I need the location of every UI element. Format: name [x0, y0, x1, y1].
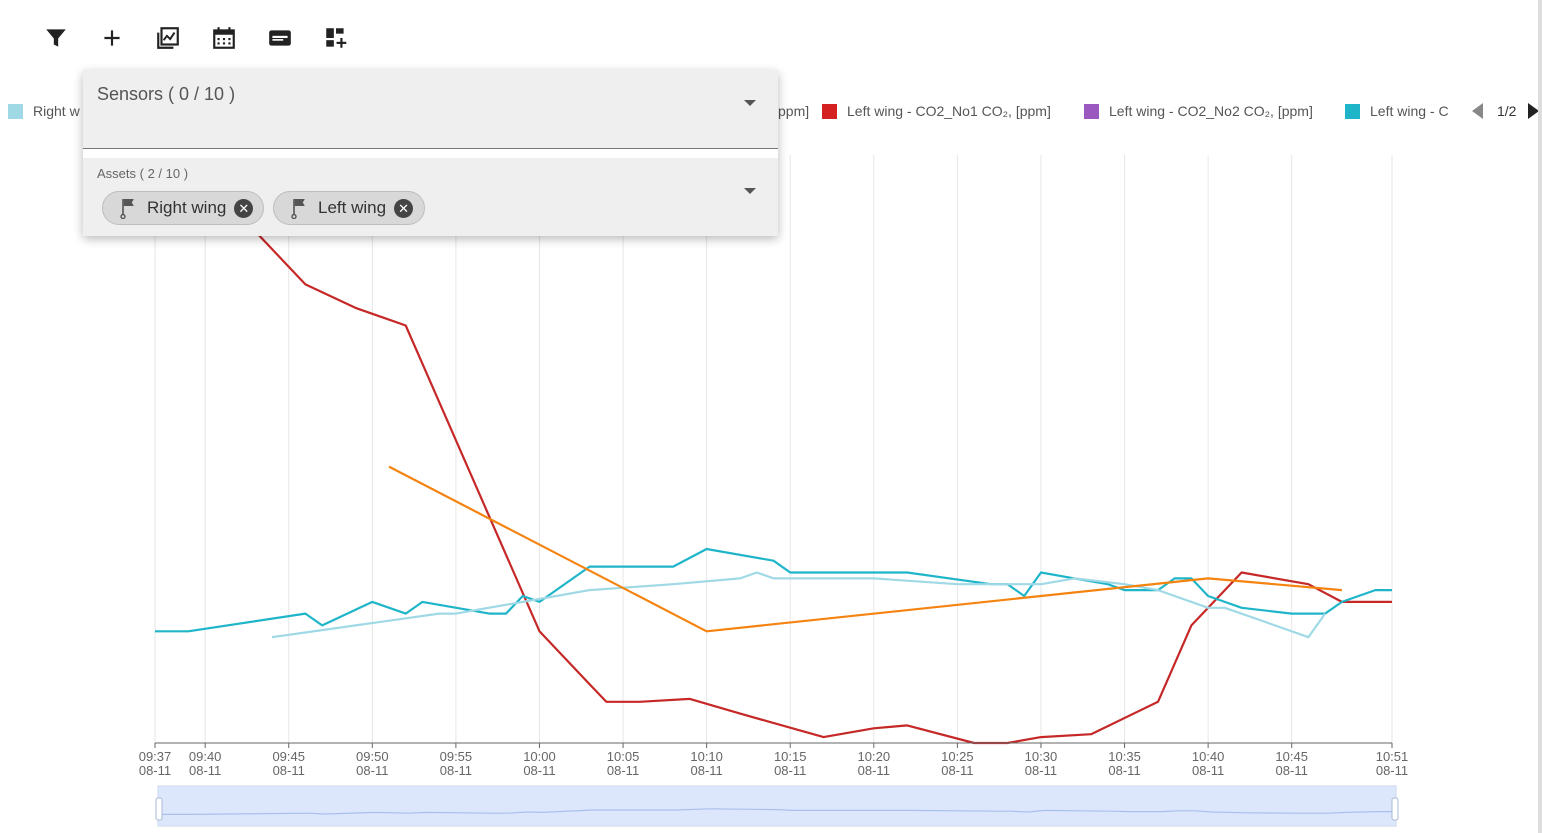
flag-icon — [120, 199, 134, 219]
x-tick-date: 08-11 — [189, 763, 221, 778]
x-tick-label: 10:05 — [607, 749, 640, 764]
assets-label: Assets ( 2 / 10 ) — [97, 166, 189, 181]
sensors-label: Sensors ( 0 / 10 ) — [97, 84, 236, 104]
x-tick-date: 08-11 — [858, 763, 890, 778]
x-tick-label: 10:40 — [1192, 749, 1225, 764]
legend-pager: 1/2 — [1472, 100, 1540, 122]
legend-item[interactable]: Left wing - C — [1345, 100, 1449, 122]
x-tick-date: 08-11 — [941, 763, 973, 778]
legend-swatch — [1084, 103, 1099, 119]
legend-label: Left wing - C — [1370, 103, 1449, 119]
x-tick-label: 10:35 — [1108, 749, 1141, 764]
legend-prev-icon[interactable] — [1472, 103, 1483, 119]
x-tick-label: 10:51 — [1376, 749, 1409, 764]
x-tick-date: 08-11 — [1025, 763, 1057, 778]
series-line — [254, 230, 1392, 745]
chart-grid — [154, 155, 1393, 743]
scrollbar-edge — [1538, 0, 1542, 833]
add-button[interactable] — [84, 18, 140, 58]
x-tick-label: 09:37 — [139, 749, 172, 764]
x-tick-label: 09:40 — [189, 749, 222, 764]
toolbar — [28, 18, 364, 58]
close-icon[interactable]: ✕ — [234, 198, 254, 218]
add-icon — [104, 30, 120, 46]
slider-handle-left — [155, 797, 163, 821]
legend-label: Right w — [33, 103, 80, 119]
x-tick-date: 08-11 — [356, 763, 388, 778]
filter-icon — [46, 29, 66, 47]
x-tick-label: 10:45 — [1275, 749, 1308, 764]
legend-item[interactable]: Right w — [8, 100, 80, 122]
filter-panel: Sensors ( 0 / 10 ) Assets ( 2 / 10 ) Rig… — [83, 70, 778, 236]
slider-handle-right — [1391, 797, 1399, 821]
x-tick-label: 10:20 — [858, 749, 891, 764]
legend-label: ppm] — [778, 103, 810, 119]
series-line — [271, 571, 1326, 639]
series-line — [388, 465, 1342, 633]
add-widget-button[interactable] — [308, 18, 364, 58]
x-tick-label: 09:45 — [272, 749, 305, 764]
chevron-down-icon[interactable] — [744, 100, 756, 106]
legend-page-indicator: 1/2 — [1497, 103, 1517, 119]
x-tick-date: 08-11 — [1276, 763, 1308, 778]
x-tick-date: 08-11 — [440, 763, 472, 778]
sensors-select[interactable]: Sensors ( 0 / 10 ) — [83, 70, 778, 149]
chip-label: Left wing — [318, 198, 387, 217]
asset-chip-right-wing[interactable]: Right wing ✕ — [102, 191, 264, 225]
legend-label: Left wing - CO2_No2 CO₂, [ppm] — [1109, 103, 1313, 119]
x-axis: 09:3708-1109:4008-1109:4508-1109:5008-11… — [139, 742, 1409, 778]
x-tick-date: 08-11 — [607, 763, 639, 778]
card-button[interactable] — [252, 18, 308, 58]
close-icon[interactable]: ✕ — [394, 198, 414, 218]
legend-label: Left wing - CO2_No1 CO₂, [ppm] — [847, 103, 1051, 119]
legend-item[interactable]: ppm] — [778, 100, 809, 122]
x-tick-label: 10:30 — [1025, 749, 1058, 764]
legend-item[interactable]: Left wing - CO2_No2 CO₂, [ppm] — [1084, 100, 1313, 122]
chart-series — [155, 230, 1392, 745]
slider-selection — [158, 786, 1396, 826]
x-tick-date: 08-11 — [139, 763, 171, 778]
dashboard-add-icon — [326, 28, 347, 48]
x-tick-date: 08-11 — [774, 763, 806, 778]
calendar-button[interactable] — [196, 18, 252, 58]
slider-preview-line — [158, 808, 1396, 816]
x-tick-label: 10:25 — [941, 749, 974, 764]
x-tick-label: 10:10 — [690, 749, 723, 764]
x-tick-date: 08-11 — [1192, 763, 1224, 778]
x-tick-label: 10:00 — [523, 749, 556, 764]
x-tick-date: 08-11 — [523, 763, 555, 778]
legend-swatch — [8, 103, 23, 119]
asset-chip-left-wing[interactable]: Left wing ✕ — [273, 191, 425, 225]
legend-item[interactable]: Left wing - CO2_No1 CO₂, [ppm] — [822, 100, 1051, 122]
legend-swatch — [1345, 103, 1360, 119]
flag-icon — [291, 199, 305, 219]
calendar-icon — [213, 27, 235, 49]
x-tick-date: 08-11 — [690, 763, 722, 778]
series-line — [155, 547, 1392, 633]
legend-swatch — [822, 103, 837, 119]
card-icon — [269, 30, 291, 46]
legend-next-icon[interactable] — [1528, 103, 1540, 119]
data-zoom-slider[interactable] — [155, 785, 1399, 827]
chart-add-icon — [157, 27, 179, 49]
x-tick-date: 08-11 — [1108, 763, 1140, 778]
x-tick-date: 08-11 — [1376, 763, 1408, 778]
assets-select[interactable]: Assets ( 2 / 10 ) Right wing ✕ Left wing… — [83, 158, 778, 236]
chevron-down-icon[interactable] — [744, 188, 756, 194]
chip-label: Right wing — [147, 198, 227, 217]
chart-legend: Right w ppm] Left wing - CO2_No1 CO₂, [p… — [0, 100, 1542, 122]
filter-button[interactable] — [28, 18, 84, 58]
x-tick-label: 09:55 — [440, 749, 473, 764]
x-tick-date: 08-11 — [273, 763, 305, 778]
x-tick-label: 09:50 — [356, 749, 389, 764]
x-tick-label: 10:15 — [774, 749, 807, 764]
add-chart-button[interactable] — [140, 18, 196, 58]
